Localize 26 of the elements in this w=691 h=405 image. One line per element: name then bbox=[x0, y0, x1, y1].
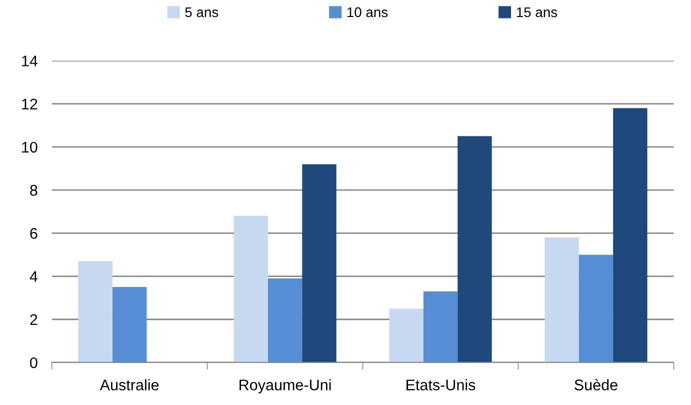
bar bbox=[544, 237, 579, 362]
x-tick-label: Etats-Unis bbox=[406, 379, 476, 390]
bar bbox=[389, 308, 424, 362]
y-tick-label: 12 bbox=[22, 98, 38, 110]
legend-label: 5 ans bbox=[185, 7, 218, 18]
y-tick-label: 10 bbox=[22, 142, 38, 153]
legend-label: 15 ans bbox=[516, 7, 558, 18]
bar bbox=[234, 216, 268, 362]
bar bbox=[78, 261, 112, 362]
bar bbox=[578, 254, 614, 362]
x-tick-label: Australie bbox=[100, 379, 159, 390]
bar bbox=[613, 108, 648, 362]
y-tick-label: 6 bbox=[30, 228, 38, 239]
y-tick-label: 4 bbox=[30, 271, 38, 282]
y-tick-label: 2 bbox=[30, 314, 38, 325]
bar bbox=[302, 164, 336, 362]
x-tick-label: Royaume-Uni bbox=[240, 379, 331, 394]
legend-label: 10 ans bbox=[347, 7, 388, 18]
bar bbox=[112, 287, 147, 362]
bar bbox=[268, 278, 302, 362]
x-tick-label: Suède bbox=[574, 378, 618, 390]
y-tick-label: 8 bbox=[30, 184, 38, 196]
y-tick-label: 14 bbox=[22, 56, 38, 66]
y-tick-label: 0 bbox=[30, 357, 38, 368]
bar bbox=[458, 136, 492, 362]
bar bbox=[423, 291, 458, 362]
